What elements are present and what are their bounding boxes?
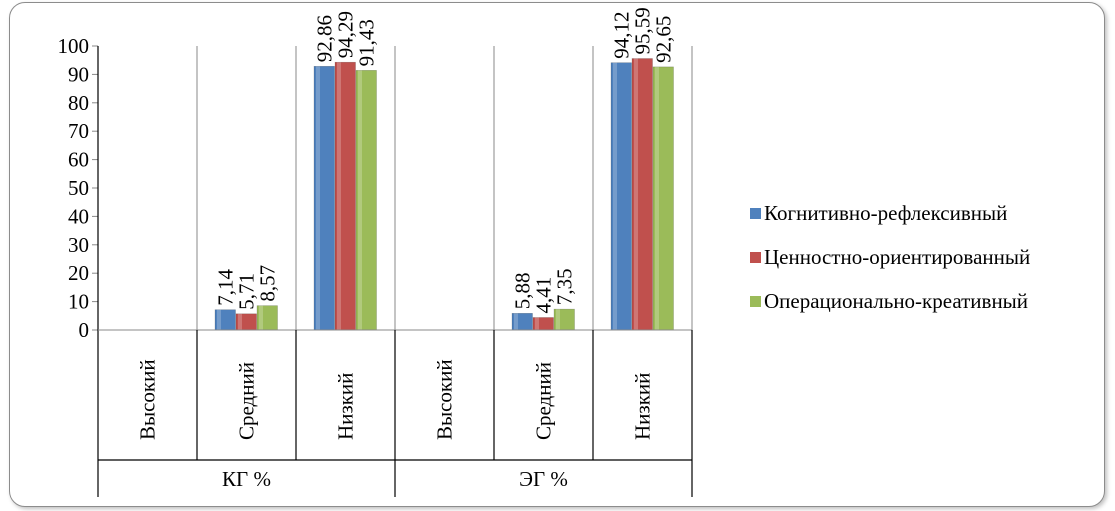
y-tick-label: 90	[68, 62, 89, 86]
y-tick-label: 80	[68, 91, 89, 115]
legend-entry: Операционально-креативный	[764, 289, 1028, 313]
bar-highlight	[535, 317, 539, 330]
axes	[92, 45, 693, 497]
group-labels: КГ % ЭГ %	[222, 467, 568, 491]
data-label: 94,29	[334, 11, 358, 58]
data-label: 92,65	[652, 16, 676, 63]
legend-swatch-0	[750, 208, 761, 219]
category-label: Высокий	[136, 359, 160, 440]
y-tick-label: 0	[79, 318, 90, 342]
bar-highlight	[358, 70, 362, 330]
group-label: КГ %	[222, 467, 271, 491]
y-tick-label: 10	[68, 290, 89, 314]
category-label: Низкий	[631, 373, 655, 440]
category-labels: Высокий Средний Низкий Высокий Средний Низкий	[136, 359, 655, 440]
data-label: 94,12	[610, 11, 634, 58]
legend-entry: Ценностно-ориентированный	[764, 245, 1030, 269]
bar-highlight	[634, 58, 638, 330]
y-tick-label: 30	[68, 233, 89, 257]
data-label: 7,35	[553, 268, 577, 305]
bar-highlight	[613, 62, 617, 331]
bar-highlight	[316, 66, 320, 331]
data-label: 95,59	[631, 7, 655, 54]
data-label: 5,88	[511, 273, 535, 310]
y-tick-label: 100	[58, 34, 90, 58]
bar-highlight	[337, 62, 341, 330]
legend-swatch-2	[750, 296, 761, 307]
bar-highlight	[259, 305, 263, 330]
bar-highlight	[514, 313, 518, 330]
data-label: 4,41	[532, 277, 556, 314]
bar-highlight	[655, 66, 659, 331]
y-tick-label: 40	[68, 204, 89, 228]
data-labels: 7,14 92,86 5,88 94,12 5,71 94,29 4,41 95,59 8,57…	[214, 7, 676, 313]
gridlines	[196, 46, 693, 330]
bar-highlight	[217, 309, 221, 330]
legend-entry: Когнитивно-рефлексивный	[764, 201, 1007, 225]
data-label: 8,57	[256, 265, 280, 302]
bars	[214, 58, 674, 331]
category-label: Средний	[235, 362, 259, 440]
data-label: 92,86	[313, 15, 337, 62]
chart-frame	[9, 2, 1105, 507]
y-tick-labels: 0 10 20 30 40 50 60 70 80 90 100	[58, 34, 90, 342]
category-label: Низкий	[334, 373, 358, 440]
legend-swatch-1	[750, 252, 761, 263]
data-label: 5,71	[235, 273, 259, 310]
data-label: 91,43	[355, 19, 379, 66]
category-label: Высокий	[433, 359, 457, 440]
y-tick-label: 60	[68, 148, 89, 172]
group-label: ЭГ %	[519, 467, 568, 491]
y-tick-label: 20	[68, 261, 89, 285]
data-label: 7,14	[214, 268, 238, 305]
bar-highlight	[238, 313, 242, 330]
y-tick-label: 70	[68, 119, 89, 143]
y-tick-label: 50	[68, 176, 89, 200]
category-label: Средний	[532, 362, 556, 440]
bar-highlight	[556, 309, 560, 330]
legend: Когнитивно-рефлексивный Ценностно-ориенти…	[750, 201, 1030, 313]
